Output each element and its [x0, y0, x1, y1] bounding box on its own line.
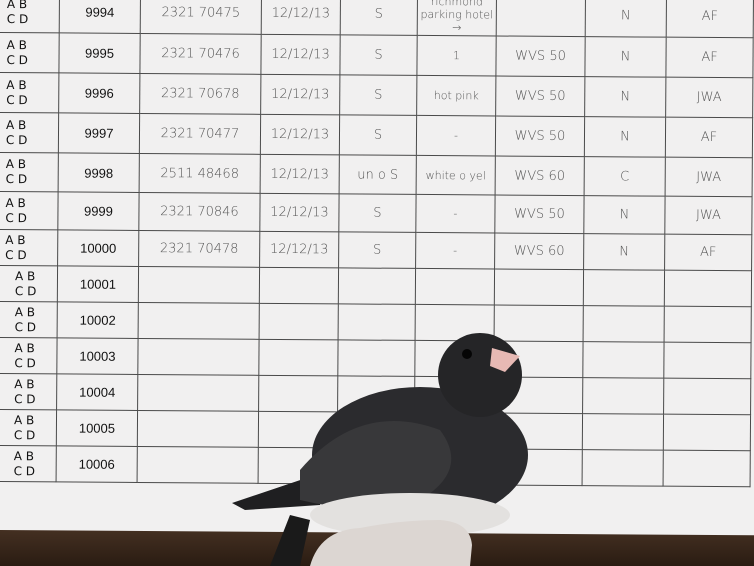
- bird-legs: [270, 515, 310, 566]
- bird-head: [438, 333, 522, 417]
- bird-beak: [490, 348, 520, 372]
- hand: [310, 520, 472, 566]
- bird-eye: [462, 349, 472, 359]
- bird-wing: [300, 421, 452, 508]
